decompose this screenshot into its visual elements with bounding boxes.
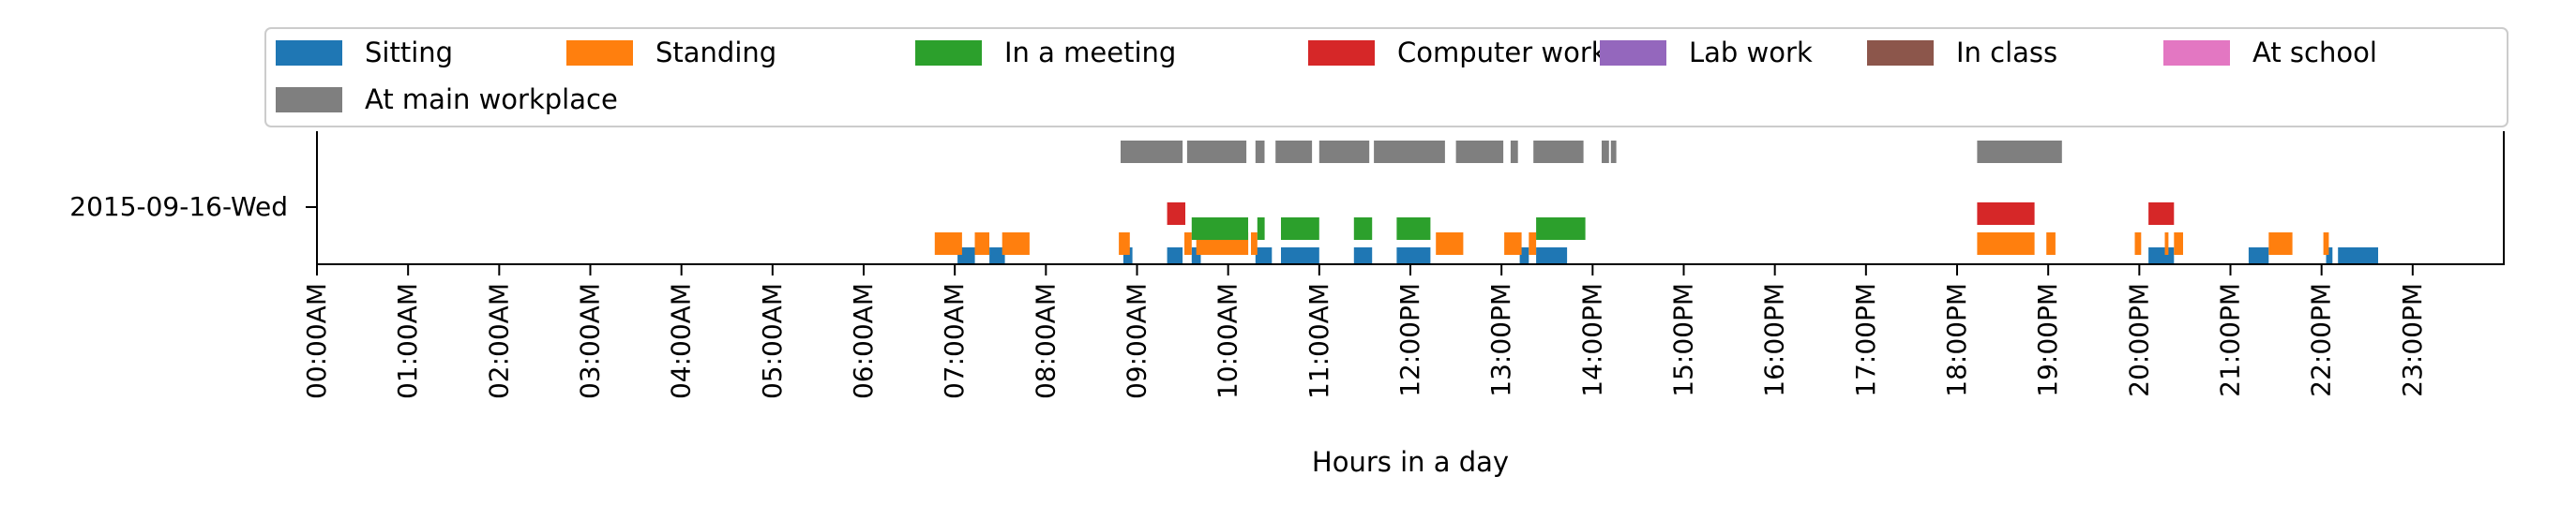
bar-standing <box>2134 232 2142 255</box>
legend-label-standing: Standing <box>655 37 776 68</box>
legend-swatch-computer-work <box>1308 40 1375 66</box>
x-tick-label: 07:00AM <box>939 283 970 399</box>
bar-sitting <box>1353 247 1373 264</box>
bar-at-main-workplace <box>1186 141 1247 163</box>
bar-standing <box>2323 232 2329 255</box>
x-tick-label: 13:00PM <box>1485 283 1516 397</box>
legend-label-in-class: In class <box>1956 37 2057 68</box>
x-tick-label: 16:00PM <box>1759 283 1790 397</box>
activity-bars <box>934 141 2378 264</box>
bar-standing <box>1251 232 1258 255</box>
bar-sitting <box>1519 247 1529 264</box>
bar-sitting <box>1255 247 1273 264</box>
bar-in-a-meeting <box>1396 217 1431 240</box>
bar-standing <box>934 232 962 255</box>
x-tick-label: 04:00AM <box>666 283 697 399</box>
x-tick-label: 05:00AM <box>757 283 788 399</box>
y-tick-label: 2015-09-16-Wed <box>69 191 288 222</box>
legend-label-computer-work: Computer work <box>1397 37 1607 68</box>
bar-standing <box>2164 232 2169 255</box>
x-tick-label: 17:00PM <box>1850 283 1881 397</box>
bar-standing <box>1436 232 1464 255</box>
bar-standing <box>2174 232 2183 255</box>
legend: Sitting Standing In a meeting Computer work… <box>264 27 2508 127</box>
bar-in-a-meeting <box>1281 217 1319 240</box>
bar-at-main-workplace <box>1318 141 1370 163</box>
bar-at-main-workplace <box>1533 141 1584 163</box>
bar-at-main-workplace <box>1275 141 1313 163</box>
bar-at-main-workplace <box>1255 141 1265 163</box>
bar-sitting <box>1167 247 1183 264</box>
bar-sitting <box>1536 247 1568 264</box>
x-tick-label: 08:00AM <box>1030 283 1061 399</box>
bar-at-main-workplace <box>1121 141 1183 163</box>
x-tick-label: 20:00PM <box>2123 283 2154 397</box>
x-tick-label: 19:00PM <box>2032 283 2063 397</box>
x-tick-label: 10:00AM <box>1213 283 1243 399</box>
bar-at-main-workplace <box>1610 141 1617 163</box>
bar-standing <box>1529 232 1537 255</box>
legend-label-lab-work: Lab work <box>1689 37 1813 68</box>
bar-at-main-workplace <box>1455 141 1504 163</box>
bar-standing <box>1977 232 2035 255</box>
legend-swatch-lab-work <box>1600 40 1666 66</box>
x-ticks: 00:00AM 01:00AM 02:00AM 03:00AM 04:00AM 05:00… <box>301 264 2428 399</box>
bar-sitting <box>989 247 1005 264</box>
x-tick-label: 09:00AM <box>1122 283 1152 399</box>
legend-swatch-at-main-workplace <box>276 87 342 112</box>
legend-label-in-a-meeting: In a meeting <box>1004 37 1176 68</box>
legend-frame <box>264 27 2508 127</box>
bar-in-a-meeting <box>1191 217 1248 240</box>
bar-sitting <box>2338 247 2378 264</box>
bar-at-main-workplace <box>1602 141 1609 163</box>
bar-standing <box>1119 232 1130 255</box>
x-tick-label: 23:00PM <box>2397 283 2428 397</box>
bar-at-main-workplace <box>1977 141 2062 163</box>
bar-standing <box>2046 232 2056 255</box>
bar-computer-work <box>1167 202 1185 225</box>
legend-label-at-main-workplace: At main workplace <box>365 83 618 115</box>
bar-in-a-meeting <box>1536 217 1586 240</box>
legend-swatch-in-a-meeting <box>915 40 982 66</box>
x-tick-label: 15:00PM <box>1668 283 1699 397</box>
x-tick-label: 06:00AM <box>848 283 879 399</box>
bar-sitting <box>1396 247 1431 264</box>
legend-swatch-standing <box>566 40 633 66</box>
legend-label-at-school: At school <box>2252 37 2377 68</box>
bar-standing <box>974 232 989 255</box>
x-tick-label: 03:00AM <box>575 283 606 399</box>
x-tick-label: 12:00PM <box>1394 283 1425 397</box>
bar-standing <box>2268 232 2293 255</box>
x-axis-label: Hours in a day <box>1312 446 1509 478</box>
bar-sitting <box>2326 247 2333 264</box>
bar-in-a-meeting <box>1257 217 1265 240</box>
bar-standing <box>1504 232 1522 255</box>
bar-standing <box>1002 232 1030 255</box>
x-tick-label: 11:00AM <box>1303 283 1334 399</box>
x-tick-label: 02:00AM <box>483 283 514 399</box>
bar-sitting <box>1281 247 1319 264</box>
x-tick-label: 14:00PM <box>1576 283 1607 397</box>
bar-sitting <box>2248 247 2269 264</box>
bar-sitting <box>1191 247 1201 264</box>
bar-standing <box>1184 232 1192 255</box>
legend-swatch-in-class <box>1867 40 1934 66</box>
bar-in-a-meeting <box>1353 217 1373 240</box>
bar-sitting <box>2148 247 2175 264</box>
bar-sitting <box>1122 247 1133 264</box>
x-tick-label: 01:00AM <box>392 283 423 399</box>
bar-at-main-workplace <box>1374 141 1445 163</box>
bar-computer-work <box>1977 202 2035 225</box>
x-tick-label: 21:00PM <box>2215 283 2246 397</box>
bar-at-main-workplace <box>1510 141 1518 163</box>
bar-computer-work <box>2148 202 2175 225</box>
legend-swatch-at-school <box>2163 40 2230 66</box>
x-tick-label: 22:00PM <box>2306 283 2337 397</box>
x-tick-label: 18:00PM <box>1941 283 1972 397</box>
legend-label-sitting: Sitting <box>365 37 453 68</box>
legend-swatch-sitting <box>276 40 342 66</box>
x-tick-label: 00:00AM <box>301 283 332 399</box>
